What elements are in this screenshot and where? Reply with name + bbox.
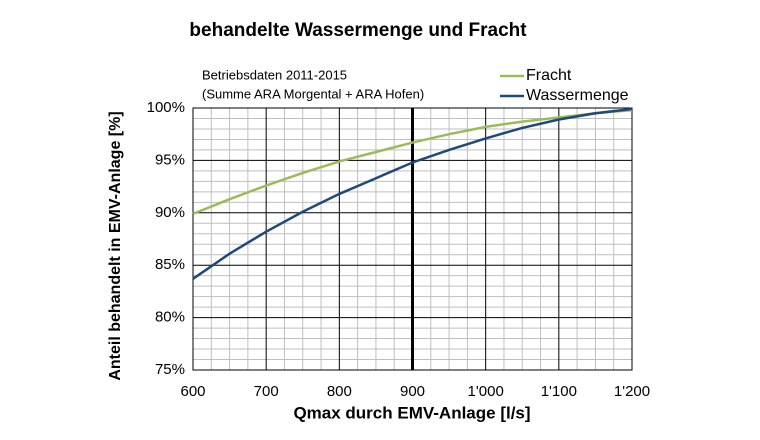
- x-tick-label: 700: [254, 383, 279, 400]
- y-tick-label: 95%: [155, 151, 185, 168]
- x-axis-label: Qmax durch EMV-Anlage [l/s]: [293, 403, 530, 422]
- legend-label: Fracht: [526, 67, 572, 84]
- x-tick-label: 800: [327, 383, 352, 400]
- y-tick-label: 80%: [155, 309, 185, 326]
- x-tick-label: 1'000: [468, 383, 504, 400]
- x-tick-label: 1'100: [541, 383, 577, 400]
- y-tick-label: 100%: [147, 99, 185, 116]
- x-tick-label: 900: [400, 383, 425, 400]
- y-axis-label: Anteil behandelt in EMV-Anlage [%]: [107, 111, 124, 380]
- data-line: [192, 107, 633, 280]
- annotation: Betriebsdaten 2011-2015: [202, 67, 347, 82]
- plot-frame: [192, 107, 633, 371]
- x-tick-label: 1'200: [614, 383, 650, 400]
- y-tick-label: 75%: [155, 361, 185, 378]
- y-tick-label: 85%: [155, 256, 185, 273]
- y-tick-label: 90%: [155, 204, 185, 221]
- data-line: [192, 108, 633, 216]
- annotation: (Summe ARA Morgental + ARA Hofen): [202, 86, 424, 101]
- x-tick-label: 600: [180, 383, 205, 400]
- legend-label: Wassermenge: [526, 87, 629, 104]
- chart-title: behandelte Wassermenge und Fracht: [189, 20, 527, 41]
